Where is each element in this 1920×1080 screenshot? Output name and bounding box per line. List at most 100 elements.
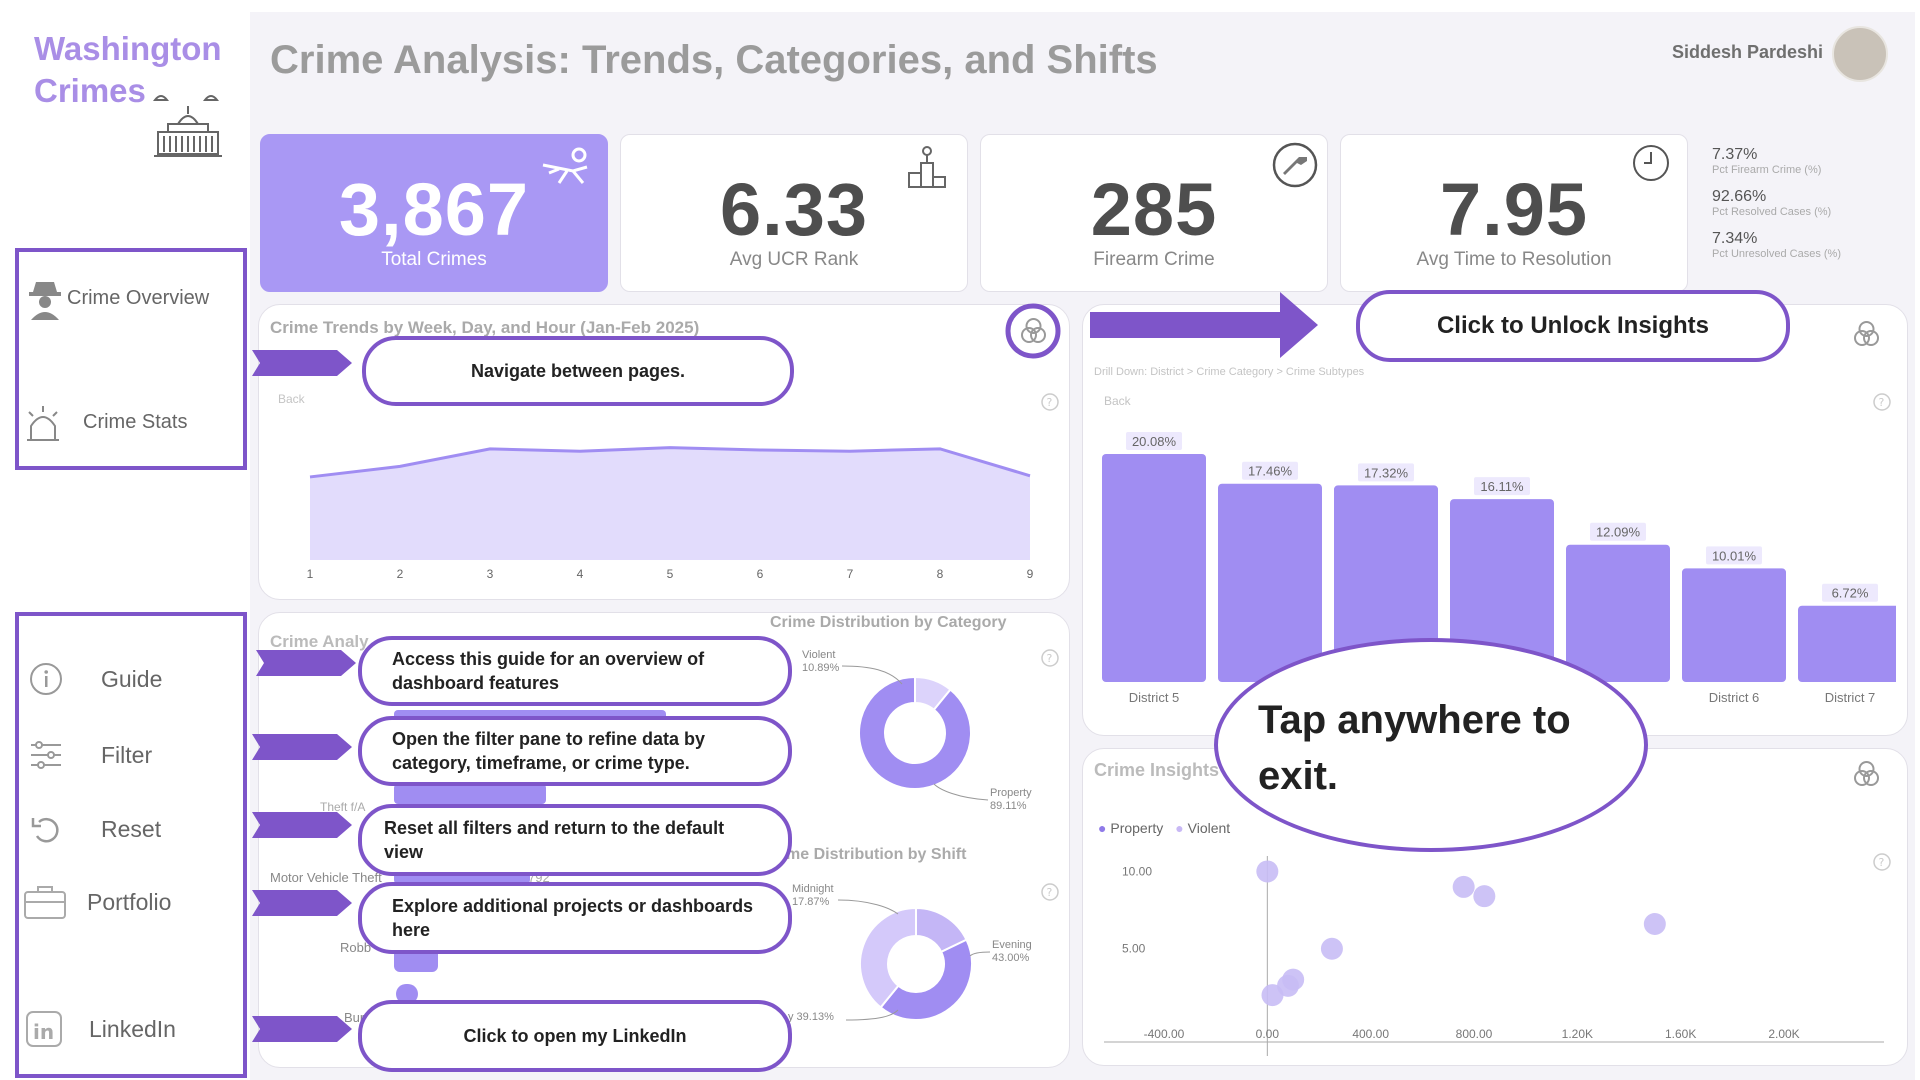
category-donut-value: 89.11% [990,800,1027,812]
reset-icon [31,817,59,843]
bar-label-bg [1822,583,1878,602]
percent-summary: 7.37% Pct Firearm Crime (%) 92.66% Pct R… [1712,140,1892,260]
trend-x-tick: 9 [1027,567,1034,580]
bar-data-label: 17.46% [1248,464,1293,479]
guide-button[interactable]: Guide [29,662,162,696]
kpi-avg-ucr-rank-value: 6.33 [719,168,869,251]
analysis-row-label-2: Motor Vehicle Theft [270,870,382,885]
legend-violent-label: Violent [1187,820,1231,836]
help-icon[interactable]: ? [1040,392,1060,412]
bar-4 [1450,499,1554,682]
category-help-icon[interactable]: ? [1040,648,1060,668]
scatter-y-tick: 5.00 [1122,942,1146,956]
trend-x-tick: 5 [667,567,674,580]
category-donut-leader-line [841,665,903,685]
scatter-x-tick: 1.60K [1665,1027,1696,1041]
detective-icon [29,282,61,320]
user-name: Siddesh Pardeshi [1672,42,1824,62]
pct-resolved-label: Pct Resolved Cases (%) [1712,206,1832,218]
shift-donut-label: Evening [992,939,1032,951]
arrow-reset [252,812,352,838]
clock-icon [1633,145,1669,181]
shift-donut-slice-3 [859,906,917,1009]
reset-label: Reset [101,815,162,842]
category-donut-leader-line [933,783,989,801]
bar-label-bg [1706,546,1762,565]
shift-donut-value: 43.00% [992,952,1030,964]
drilldown-breadcrumb: Drill Down: District > Crime Category > … [1094,366,1365,378]
brand-title: Washington Crimes [34,28,222,112]
shift-donut-leader-line [845,1009,899,1021]
bar-5 [1566,544,1670,682]
bar-2 [1218,483,1322,682]
left-navigation: Washington Crimes Crime Overview Crime S… [0,0,250,1080]
trend-x-tick: 1 [307,567,314,580]
nav-crime-overview[interactable]: Crime Overview [27,276,209,320]
trend-panel-title: Crime Trends by Week, Day, and Hour (Jan… [270,318,700,337]
district-help-icon[interactable]: ? [1872,392,1892,412]
district-back-button[interactable]: Back [1104,394,1131,408]
scatter-x-tick: 0.00 [1256,1027,1280,1041]
analysis-row-label-1: Theft f/A [320,800,366,814]
portfolio-button[interactable]: Portfolio [23,884,171,920]
portfolio-label: Portfolio [87,888,172,915]
category-donut-label: Violent [802,649,835,661]
scatter-y-tick: 10.00 [1122,864,1152,878]
scatter-x-tick: 1.20K [1562,1027,1593,1041]
callout-portfolio: Explore additional projects or dashboard… [358,882,792,954]
trend-back-button[interactable]: Back [278,392,305,406]
shift-panel-title: me Distribution by Shift [786,846,967,863]
svg-text:?: ? [1879,396,1885,409]
kpi-firearm-crime-label: Firearm Crime [1093,249,1215,270]
linkedin-button[interactable]: in LinkedIn [25,1010,176,1048]
trend-x-tick: 2 [397,567,404,580]
pct-unresolved-label: Pct Unresolved Cases (%) [1712,248,1841,260]
big-arrow-icon [1090,292,1318,358]
filter-button[interactable]: Filter [29,738,152,772]
scatter-x-tick: 400.00 [1352,1027,1389,1041]
svg-text:in: in [33,1020,54,1044]
kpi-avg-time-label: Avg Time to Resolution [1416,249,1612,270]
kpi-firearm-crime: 285 Firearm Crime [980,134,1328,292]
insights-panel-title: Crime Insights [1094,760,1220,780]
alarm-icon [27,406,59,441]
insights-scatter-chart: 10.00 5.00 -400.00 0.00 400.00 800.00 1.20K 1.6… [1104,856,1884,1056]
district-insights-icon[interactable] [1850,318,1882,350]
scatter-insights-icon[interactable] [1850,758,1882,790]
bar-data-label: 6.72% [1832,586,1869,601]
bar-data-label: 17.32% [1364,465,1409,480]
scatter-x-tick: 2.00K [1768,1027,1799,1041]
callout-unlock-insights[interactable]: Click to Unlock Insights [1356,290,1790,362]
bar-label-bg [1358,463,1414,482]
scatter-point [1452,875,1475,898]
scatter-help-icon[interactable]: ? [1872,852,1892,872]
kpi-total-crimes-value: 3,867 [338,168,530,251]
scatter-x-tick: 800.00 [1456,1027,1493,1041]
info-icon [30,663,62,695]
nav-crime-overview-label: Crime Overview [67,286,210,309]
arrow-navigate [252,350,352,376]
avatar [1832,26,1888,82]
page-title: Crime Analysis: Trends, Categories, and … [270,38,1158,82]
filter-label: Filter [101,741,153,768]
bar-3 [1334,485,1438,682]
linkedin-icon: in [26,1011,62,1047]
gun-icon [1272,142,1318,188]
scatter-point [1277,974,1299,997]
insights-toggle-icon[interactable] [1004,302,1062,360]
shift-help-icon[interactable]: ? [1040,882,1060,902]
bar-label-bg [1590,522,1646,541]
exit-bubble[interactable]: Tap anywhere to exit. [1214,638,1648,852]
arrow-filter [252,734,352,760]
kpi-avg-ucr-rank-label: Avg UCR Rank [729,249,859,270]
scatter-point [1643,913,1666,935]
callout-guide: Access this guide for an overview of das… [358,636,792,706]
svg-text:?: ? [1047,396,1053,409]
legend-property: ● Property [1098,820,1164,836]
nav-crime-stats[interactable]: Crime Stats [23,400,187,444]
bar-data-label: 20.08% [1132,434,1177,449]
linkedin-label: LinkedIn [89,1015,176,1042]
bar-label-bg [1474,477,1530,496]
reset-button[interactable]: Reset [29,812,161,846]
